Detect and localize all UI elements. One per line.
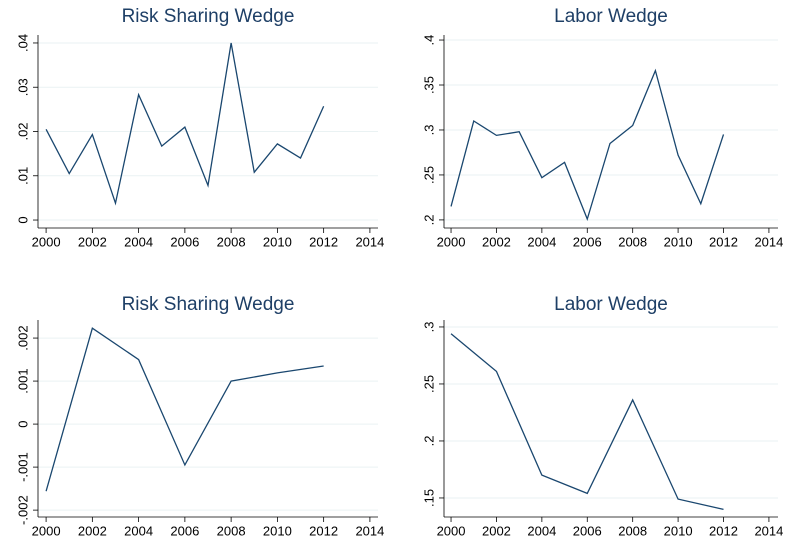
- x-tick-label: 2002: [78, 234, 107, 249]
- x-tick-label: 2010: [263, 523, 292, 538]
- x-tick-label: 2002: [482, 234, 511, 249]
- x-tick-label: 2006: [573, 234, 602, 249]
- x-tick-label: 2010: [263, 234, 292, 249]
- data-line: [45, 327, 324, 492]
- y-tick-label: .3: [421, 125, 436, 136]
- y-tick-label: .01: [15, 167, 30, 185]
- y-tick-label: .2: [421, 214, 436, 225]
- x-tick-label: 2004: [124, 234, 153, 249]
- y-tick-label: -.001: [15, 452, 30, 482]
- x-tick-label: 2004: [527, 523, 556, 538]
- x-tick-label: 2014: [754, 523, 783, 538]
- y-tick-label: .001: [15, 368, 30, 393]
- x-tick-label: 2006: [573, 523, 602, 538]
- x-tick-label: 2010: [664, 234, 693, 249]
- y-tick-label: .25: [421, 166, 436, 184]
- x-tick-label: 2006: [170, 234, 199, 249]
- chart-title: Labor Wedge: [554, 294, 668, 315]
- x-tick-label: 2000: [32, 234, 61, 249]
- y-tick-label: .04: [15, 34, 30, 52]
- x-tick-label: 2008: [618, 234, 647, 249]
- x-tick-label: 2004: [124, 523, 153, 538]
- chart-title: Labor Wedge: [554, 6, 668, 27]
- y-tick-label: .15: [421, 489, 436, 507]
- y-tick-label: .3: [421, 322, 436, 333]
- x-tick-label: 2000: [437, 234, 466, 249]
- y-tick-label: .02: [15, 122, 30, 140]
- x-tick-label: 2014: [754, 234, 783, 249]
- y-tick-label: -.002: [15, 495, 30, 525]
- x-tick-label: 2008: [217, 234, 246, 249]
- data-line: [450, 68, 725, 221]
- x-tick-label: 2008: [618, 523, 647, 538]
- x-tick-label: 2012: [709, 523, 738, 538]
- x-tick-label: 2012: [309, 234, 338, 249]
- x-tick-label: 2014: [355, 234, 384, 249]
- chart-title: Risk Sharing Wedge: [122, 6, 295, 27]
- x-tick-label: 2014: [355, 523, 384, 538]
- x-tick-label: 2010: [664, 523, 693, 538]
- y-tick-label: .25: [421, 375, 436, 393]
- y-tick-label: .03: [15, 78, 30, 96]
- y-tick-label: .2: [421, 436, 436, 447]
- x-tick-label: 2002: [78, 523, 107, 538]
- y-tick-label: 0: [15, 216, 30, 223]
- x-tick-label: 2004: [527, 234, 556, 249]
- x-tick-label: 2002: [482, 523, 511, 538]
- data-line: [450, 333, 724, 510]
- y-tick-label: .002: [15, 325, 30, 350]
- data-line: [45, 42, 325, 206]
- y-tick-label: .4: [421, 35, 436, 46]
- y-tick-label: 0: [15, 420, 30, 427]
- chart-title: Risk Sharing Wedge: [122, 294, 295, 315]
- x-tick-label: 2008: [217, 523, 246, 538]
- x-tick-label: 2006: [170, 523, 199, 538]
- x-tick-label: 2000: [32, 523, 61, 538]
- x-tick-label: 2012: [709, 234, 738, 249]
- x-tick-label: 2000: [437, 523, 466, 538]
- y-tick-label: .35: [421, 76, 436, 94]
- x-tick-label: 2012: [309, 523, 338, 538]
